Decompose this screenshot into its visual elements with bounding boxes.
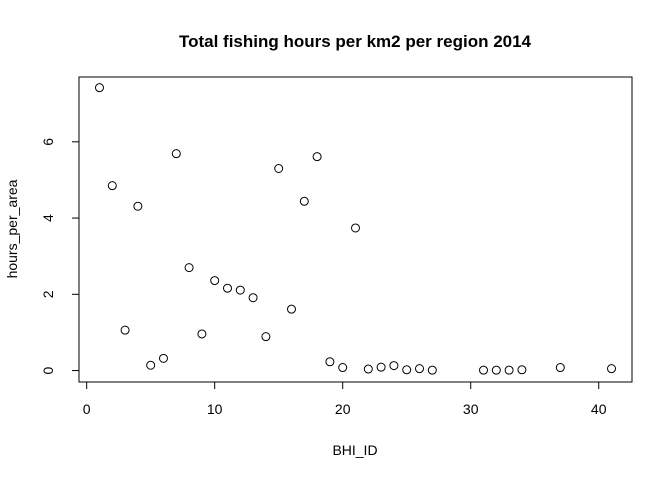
y-axis: 0 2 4 6	[40, 138, 80, 374]
x-tick-label: 40	[591, 401, 607, 417]
data-point	[351, 223, 360, 233]
y-axis-label: hours_per_area	[4, 179, 20, 278]
data-point	[491, 365, 501, 375]
data-point	[607, 364, 617, 374]
data-point	[312, 152, 322, 162]
data-point	[197, 329, 207, 339]
data-point	[222, 283, 232, 293]
data-point	[286, 304, 296, 314]
data-point	[555, 363, 565, 373]
x-tick-label: 30	[463, 401, 479, 417]
x-tick-label: 10	[207, 401, 223, 417]
y-tick-label: 4	[40, 214, 56, 222]
data-point	[299, 196, 309, 206]
data-point	[120, 325, 130, 335]
y-tick-label: 2	[40, 290, 56, 298]
y-tick-label: 6	[40, 138, 56, 146]
data-points	[94, 83, 617, 375]
data-point	[338, 363, 348, 373]
data-point	[325, 357, 335, 367]
data-point	[210, 276, 220, 286]
data-point	[427, 365, 437, 375]
x-tick-label: 0	[83, 401, 91, 417]
data-point	[504, 365, 514, 375]
data-point	[158, 353, 168, 363]
data-point	[146, 360, 156, 370]
y-tick-label: 0	[40, 366, 56, 374]
data-point	[248, 293, 258, 303]
data-point	[389, 361, 399, 371]
x-axis: 0 10 20 30 40	[83, 381, 607, 417]
data-point	[517, 365, 527, 375]
data-point	[402, 365, 412, 375]
data-point	[184, 263, 194, 273]
data-point	[415, 364, 425, 374]
chart-title: Total fishing hours per km2 per region 2…	[179, 32, 532, 51]
plot-box	[78, 76, 633, 383]
data-point	[274, 164, 284, 173]
x-axis-label: BHI_ID	[332, 442, 377, 458]
data-point	[376, 362, 386, 372]
data-point	[133, 201, 143, 211]
data-point	[107, 181, 117, 191]
data-point	[261, 332, 271, 342]
x-tick-label: 20	[335, 401, 351, 417]
data-point	[235, 285, 245, 295]
data-point	[94, 83, 104, 93]
data-point	[363, 364, 373, 374]
data-point	[479, 365, 489, 375]
data-point	[171, 149, 181, 159]
